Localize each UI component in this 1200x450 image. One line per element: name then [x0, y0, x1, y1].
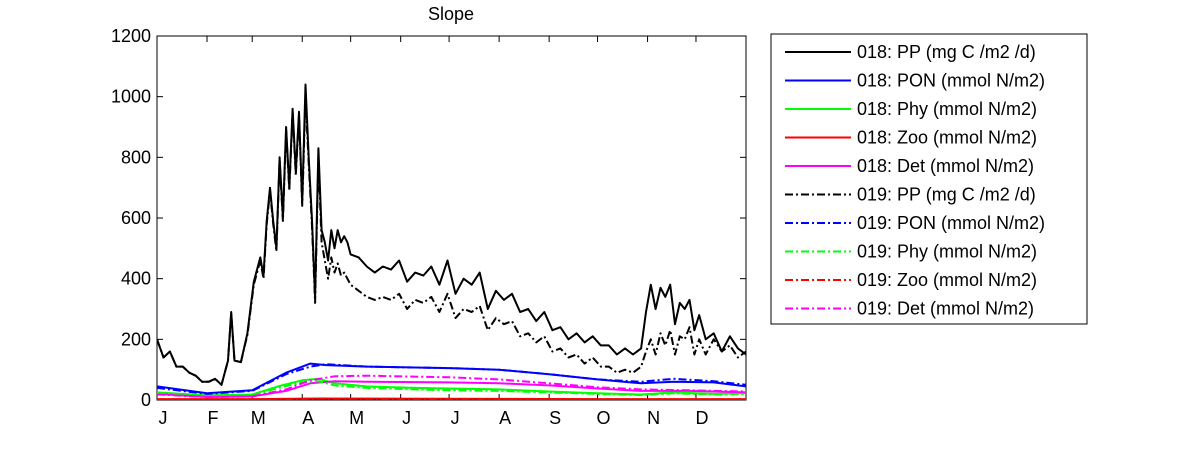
y-tick-label: 400 — [121, 269, 151, 289]
y-tick-label: 1200 — [111, 26, 151, 46]
legend-label-1: 018: PP (mg C /m2 /d) — [857, 42, 1036, 62]
plot-area: 0 200 400 600 800 1000 1200 J F M A M J J A S O N D — [111, 26, 747, 428]
y-tick-label: 0 — [141, 390, 151, 410]
x-tick-label: A — [302, 408, 314, 428]
series-line-7 — [157, 363, 746, 395]
y-tick-label: 200 — [121, 329, 151, 349]
y-tick-label: 600 — [121, 208, 151, 228]
legend-box — [770, 33, 1088, 325]
y-tick-label: 1000 — [111, 87, 151, 107]
legend-label-8: 019: Phy (mmol N/m2) — [857, 242, 1037, 262]
legend-label-4: 018: Zoo (mmol N/m2) — [857, 128, 1037, 148]
x-tick-label: O — [597, 408, 611, 428]
series-line-6 — [157, 95, 746, 386]
legend-label-3: 018: Phy (mmol N/m2) — [857, 99, 1037, 119]
x-tick-label: J — [402, 408, 411, 428]
legend-label-5: 018: Det (mmol N/m2) — [857, 156, 1034, 176]
series-line-8 — [157, 380, 746, 398]
legend-label-7: 019: PON (mmol N/m2) — [857, 213, 1045, 233]
x-tick-label: M — [349, 408, 364, 428]
x-tick-label: A — [499, 408, 511, 428]
x-tick-label: J — [159, 408, 168, 428]
x-tick-label: J — [451, 408, 460, 428]
series-line-1 — [157, 83, 746, 386]
x-tick-label: M — [251, 408, 266, 428]
chart-title: Slope — [428, 4, 474, 24]
x-tick-label: D — [695, 408, 708, 428]
x-tick-label: S — [549, 408, 561, 428]
legend-label-6: 019: PP (mg C /m2 /d) — [857, 185, 1036, 205]
series-line-9 — [157, 397, 746, 400]
legend-label-2: 018: PON (mmol N/m2) — [857, 71, 1045, 91]
x-tick-label: N — [647, 408, 660, 428]
y-tick-label: 800 — [121, 147, 151, 167]
series-line-10 — [157, 374, 746, 398]
legend-label-10: 019: Det (mmol N/m2) — [857, 299, 1034, 319]
legend-label-9: 019: Zoo (mmol N/m2) — [857, 270, 1037, 290]
x-tick-label: F — [208, 408, 219, 428]
legend: 018: PP (mg C /m2 /d) 018: PON (mmol N/m2… — [770, 33, 1088, 325]
